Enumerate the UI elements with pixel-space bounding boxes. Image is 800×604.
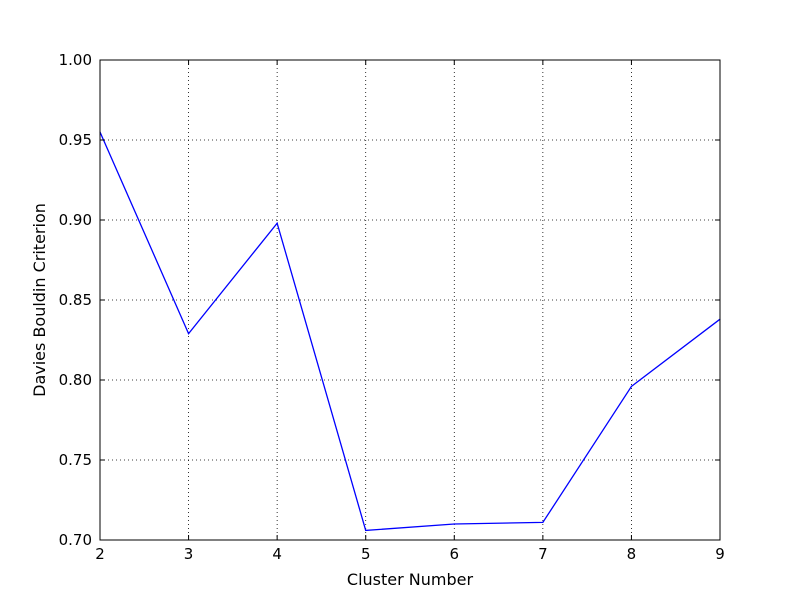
x-tick-label: 9 [715,545,725,563]
data-point [630,385,633,387]
x-tick-label: 7 [538,545,548,563]
series-line [99,131,721,532]
data-point [453,523,455,525]
x-tick-label: 2 [95,545,105,563]
y-tick-label: 0.80 [59,371,92,389]
x-tick-label: 8 [627,545,637,563]
tick-layer: 2 3 4 5 6 7 8 9 0.70 0.75 0.80 0.85 0.90 0.95 1.00 [59,51,725,563]
data-point [542,521,544,524]
y-axis-label: Davies Bouldin Criterion [30,203,49,397]
x-tick-label: 6 [450,545,460,563]
data-point [276,222,278,224]
y-tick-label: 0.75 [59,451,92,469]
y-tick-label: 0.70 [59,531,92,549]
data-point [187,333,190,335]
x-tick-label: 4 [272,545,282,563]
x-axis-label: Cluster Number [347,570,474,589]
data-point [365,529,367,532]
x-tick-label: 3 [184,545,194,563]
x-tick-label: 5 [361,545,371,563]
y-tick-label: 0.90 [59,211,92,229]
y-tick-label: 0.85 [59,291,92,309]
grid-layer [100,60,720,540]
y-tick-label: 0.95 [59,131,92,149]
y-tick-label: 1.00 [59,51,92,69]
